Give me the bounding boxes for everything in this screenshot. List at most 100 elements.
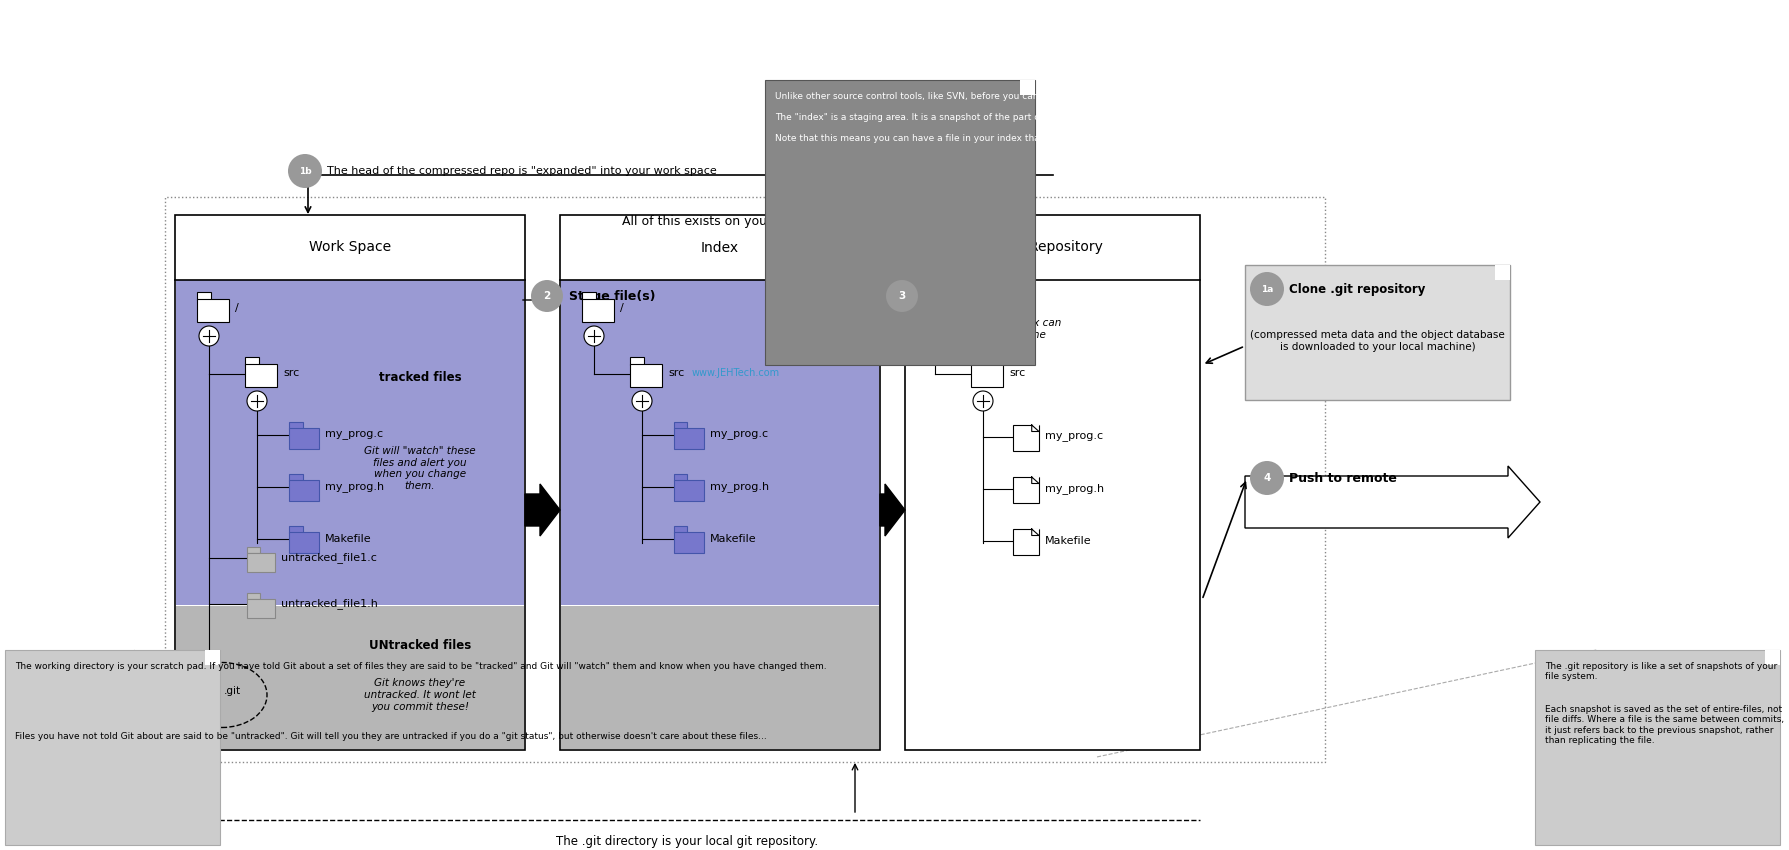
Bar bbox=[923, 298, 955, 322]
Bar bbox=[288, 480, 318, 501]
Text: Makefile: Makefile bbox=[1045, 536, 1091, 546]
Text: Push to remote: Push to remote bbox=[1288, 472, 1395, 484]
Text: 4: 4 bbox=[1263, 473, 1270, 483]
Bar bbox=[1013, 477, 1038, 503]
Text: The .git repository is like a set of snapshots of your file system.: The .git repository is like a set of sna… bbox=[1544, 662, 1776, 682]
Bar bbox=[1020, 80, 1034, 95]
Circle shape bbox=[925, 326, 945, 346]
Text: 1b: 1b bbox=[299, 167, 311, 175]
Bar bbox=[674, 532, 703, 553]
Text: 3: 3 bbox=[898, 291, 905, 301]
Circle shape bbox=[531, 280, 564, 312]
Circle shape bbox=[886, 280, 918, 312]
Text: my_prog.h: my_prog.h bbox=[1045, 484, 1104, 495]
Text: (compressed meta data and the object database
is downloaded to your local machin: (compressed meta data and the object dat… bbox=[1249, 330, 1505, 352]
Bar bbox=[1494, 265, 1510, 280]
Polygon shape bbox=[1030, 425, 1038, 432]
Circle shape bbox=[632, 391, 651, 411]
Text: The .git directory is your local git repository.: The .git directory is your local git rep… bbox=[556, 836, 818, 848]
Bar bbox=[184, 682, 211, 700]
Text: my_prog.c: my_prog.c bbox=[1045, 432, 1102, 442]
Text: src: src bbox=[667, 368, 683, 378]
Text: Work Space: Work Space bbox=[309, 241, 390, 254]
Bar bbox=[197, 292, 211, 299]
Bar bbox=[905, 215, 1199, 750]
Text: /: / bbox=[234, 303, 238, 313]
Bar bbox=[674, 526, 687, 533]
Bar bbox=[1764, 650, 1778, 665]
Bar bbox=[560, 280, 878, 605]
Text: my_prog.c: my_prog.c bbox=[710, 430, 767, 440]
Text: .git Repository: .git Repository bbox=[1002, 241, 1102, 254]
Text: Unlike other source control tools, like SVN, before you can commit your changes : Unlike other source control tools, like … bbox=[775, 92, 1494, 143]
Bar bbox=[5, 650, 220, 845]
Bar bbox=[581, 292, 596, 299]
Bar bbox=[288, 422, 302, 428]
Bar bbox=[288, 428, 318, 449]
Bar bbox=[923, 292, 937, 299]
Bar bbox=[175, 606, 524, 749]
Text: www.JEHTech.com: www.JEHTech.com bbox=[692, 368, 780, 378]
Text: untracked_file1.c: untracked_file1.c bbox=[281, 552, 377, 564]
Bar bbox=[674, 428, 703, 449]
Bar bbox=[288, 526, 302, 533]
Bar bbox=[674, 480, 703, 501]
Bar bbox=[247, 593, 259, 599]
Bar bbox=[1535, 650, 1778, 845]
Circle shape bbox=[973, 391, 993, 411]
Text: 2: 2 bbox=[544, 291, 551, 301]
Bar bbox=[247, 598, 276, 618]
Circle shape bbox=[247, 391, 267, 411]
Text: (only files in the index can
be committed to the
repository): (only files in the index can be committe… bbox=[923, 318, 1061, 351]
Bar bbox=[197, 298, 229, 322]
Bar bbox=[630, 357, 644, 365]
Text: /: / bbox=[619, 303, 623, 313]
Bar bbox=[1013, 529, 1038, 555]
Bar bbox=[970, 357, 986, 365]
Text: Index: Index bbox=[701, 241, 739, 254]
Text: Stage file(s): Stage file(s) bbox=[569, 290, 655, 303]
Text: Commit file(s): Commit file(s) bbox=[923, 290, 1023, 303]
Text: Git knows they're
untracked. It wont let
you commit these!: Git knows they're untracked. It wont let… bbox=[363, 678, 476, 711]
Circle shape bbox=[1249, 461, 1283, 495]
Circle shape bbox=[199, 326, 218, 346]
Text: .git: .git bbox=[224, 686, 242, 696]
Text: /: / bbox=[961, 303, 964, 313]
Bar bbox=[247, 552, 276, 572]
Bar bbox=[674, 474, 687, 481]
Circle shape bbox=[583, 326, 603, 346]
Text: Clone .git repository: Clone .git repository bbox=[1288, 282, 1424, 296]
Text: my_prog.h: my_prog.h bbox=[326, 482, 385, 492]
Text: Files you have not told Git about are said to be "untracked". Git will tell you : Files you have not told Git about are sa… bbox=[14, 732, 766, 741]
Bar bbox=[560, 215, 880, 750]
Circle shape bbox=[288, 154, 322, 188]
Bar bbox=[764, 80, 1034, 365]
Bar bbox=[245, 364, 277, 387]
Bar bbox=[560, 606, 878, 749]
Text: tracked files: tracked files bbox=[379, 371, 462, 384]
FancyArrow shape bbox=[524, 484, 560, 536]
Bar bbox=[245, 357, 259, 365]
Text: untracked_file1.h: untracked_file1.h bbox=[281, 598, 377, 609]
Text: Each snapshot is saved as the set of entire-files, not file diffs. Where a file : Each snapshot is saved as the set of ent… bbox=[1544, 705, 1784, 745]
Text: 1a: 1a bbox=[1259, 285, 1272, 293]
Text: Makefile: Makefile bbox=[326, 534, 372, 544]
Text: UNtracked files: UNtracked files bbox=[369, 639, 471, 652]
Text: All of this exists on your local machine.: All of this exists on your local machine… bbox=[623, 215, 868, 228]
Text: The head of the compressed repo is "expanded" into your work space: The head of the compressed repo is "expa… bbox=[327, 166, 716, 176]
Text: Makefile: Makefile bbox=[710, 534, 757, 544]
Bar bbox=[674, 422, 687, 428]
Text: my_prog.c: my_prog.c bbox=[326, 430, 383, 440]
Bar bbox=[1013, 425, 1038, 451]
Bar bbox=[630, 364, 662, 387]
Polygon shape bbox=[1030, 529, 1038, 536]
Bar bbox=[206, 650, 220, 665]
Bar bbox=[184, 676, 197, 682]
Bar bbox=[165, 197, 1324, 762]
Bar bbox=[175, 280, 524, 605]
Circle shape bbox=[1249, 272, 1283, 306]
Text: Git will "watch" these
files and alert you
when you change
them.: Git will "watch" these files and alert y… bbox=[363, 446, 476, 491]
FancyArrow shape bbox=[1245, 466, 1539, 538]
Bar bbox=[970, 364, 1002, 387]
Text: src: src bbox=[1009, 368, 1025, 378]
